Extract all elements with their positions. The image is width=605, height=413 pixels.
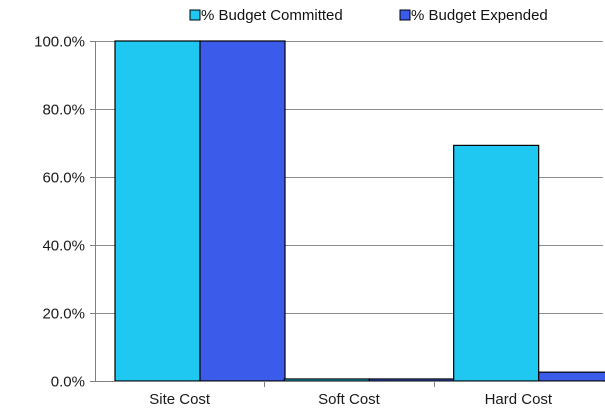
bar-expended-site-cost [199, 40, 286, 382]
bar-committed-site-cost [114, 40, 201, 382]
legend-label-committed: % Budget Committed [201, 7, 343, 24]
bar-expended-hard-cost [538, 371, 605, 382]
y-tick-labels: 0.0% 20.0% 40.0% 60.0% 80.0% 100.0% [34, 34, 85, 391]
y-tick-label: 0.0% [51, 374, 85, 391]
bars [114, 40, 605, 382]
y-tick-label: 100.0% [34, 34, 85, 51]
bar-expended-soft-cost [368, 378, 455, 382]
x-tick-label: Site Cost [149, 391, 211, 408]
y-tick-label: 80.0% [42, 102, 85, 119]
bar-committed-soft-cost [283, 378, 370, 382]
x-tick-label: Soft Cost [318, 391, 381, 408]
legend: % Budget Committed % Budget Expended [189, 7, 548, 24]
axes [90, 41, 603, 387]
legend-label-expended: % Budget Expended [411, 7, 548, 24]
bar-committed-hard-cost [453, 144, 540, 382]
legend-swatch-committed [189, 9, 201, 21]
y-tick-label: 40.0% [42, 238, 85, 255]
x-tick-label: Hard Cost [485, 391, 553, 408]
legend-swatch-expended [399, 9, 411, 21]
y-tick-label: 20.0% [42, 306, 85, 323]
y-tick-label: 60.0% [42, 170, 85, 187]
x-tick-labels: Site Cost Soft Cost Hard Cost [149, 391, 553, 408]
